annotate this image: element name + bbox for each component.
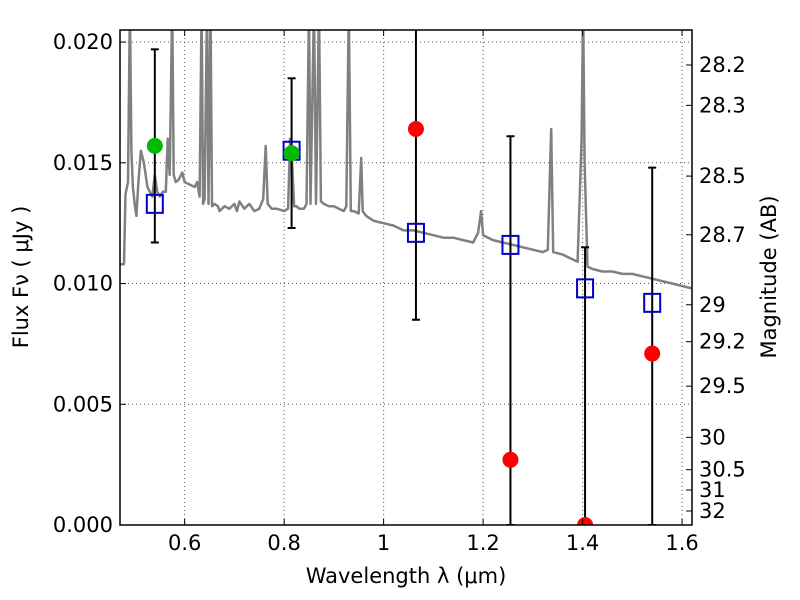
- y2-tick-label: 28.5: [699, 164, 746, 188]
- model-box: [576, 278, 595, 299]
- y2-tick-label: 28.7: [699, 223, 746, 247]
- x-axis-label: Wavelength λ (μm): [306, 564, 507, 588]
- detection-point: [283, 145, 300, 162]
- y2-tick-label: 28.3: [699, 93, 746, 117]
- y2-tick-label: 30.5: [699, 458, 746, 482]
- model-box: [145, 193, 164, 214]
- y-tick-label: 0.000: [53, 513, 113, 537]
- y2-tick-label: 29.5: [699, 374, 746, 398]
- model-box: [643, 292, 662, 313]
- x-tick-label: 0.8: [267, 531, 300, 555]
- plot-area: [120, 30, 692, 525]
- y-axis-label: Flux Fν ( μJy ): [9, 206, 33, 349]
- model-box: [406, 222, 425, 243]
- nondetection-point: [577, 517, 594, 525]
- y2-tick-label: 29.2: [699, 330, 746, 354]
- y2-tick-label: 30: [699, 425, 726, 449]
- y-tick-label: 0.005: [53, 392, 113, 416]
- y2-tick-label: 28.2: [699, 53, 746, 77]
- x-tick-label: 1.4: [566, 531, 599, 555]
- y2-axis-label: Magnitude (AB): [757, 195, 781, 358]
- y2-tick-label: 29: [699, 293, 726, 317]
- nondetection-point: [502, 451, 519, 468]
- detection-point: [146, 137, 163, 154]
- x-tick-label: 1.6: [665, 531, 698, 555]
- y-tick-label: 0.020: [53, 30, 113, 54]
- model-box: [501, 234, 520, 255]
- y2-tick-label: 32: [699, 499, 726, 523]
- spectrum-line: [120, 30, 692, 290]
- x-tick-label: 1.2: [466, 531, 499, 555]
- nondetection-point: [407, 121, 424, 137]
- y-tick-label: 0.015: [53, 151, 113, 175]
- y-tick-label: 0.010: [53, 272, 113, 296]
- x-tick-label: 0.6: [168, 531, 201, 555]
- nondetection-point: [644, 345, 661, 362]
- y2-tick-label: 31: [699, 478, 726, 502]
- x-tick-label: 1: [377, 531, 390, 555]
- plot-frame: [119, 29, 693, 526]
- axes: 0.6 0.8 1 1.2 1.4 1.6 0.000 0.005 0.010 0.015 0.02…: [53, 30, 746, 555]
